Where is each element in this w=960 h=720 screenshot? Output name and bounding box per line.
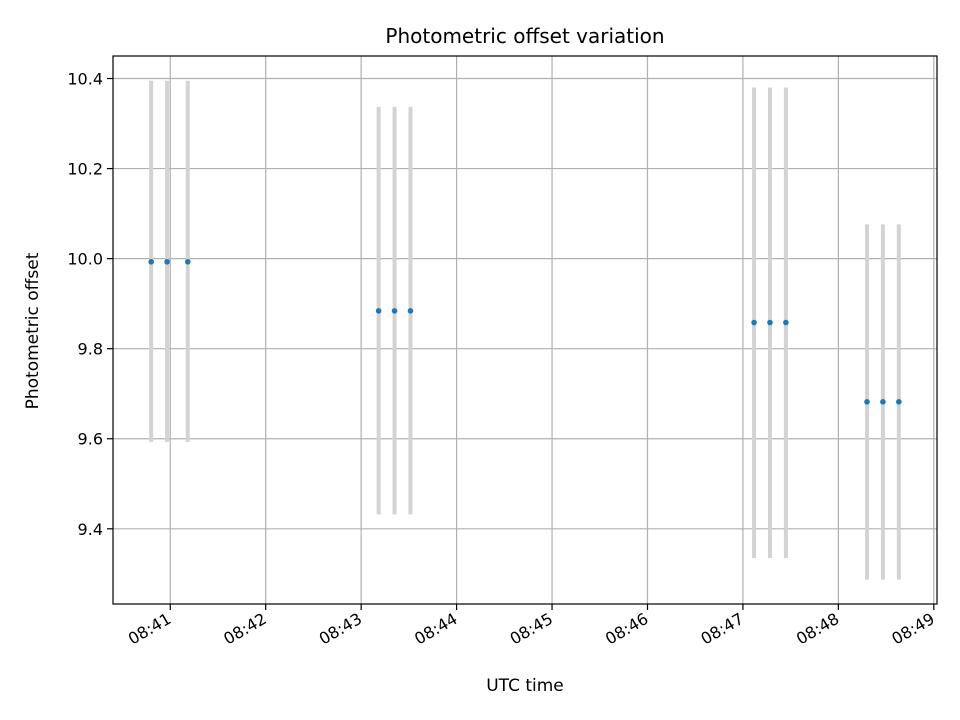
data-point (880, 399, 886, 405)
y-tick-label: 9.6 (78, 430, 103, 449)
grid-lines (113, 56, 937, 604)
chart-title: Photometric offset variation (385, 24, 664, 48)
y-tick-label: 10.0 (67, 250, 103, 269)
data-point (391, 308, 398, 314)
plot-area-frame (112, 55, 938, 605)
y-tick-label: 10.2 (67, 160, 103, 179)
data-points (148, 258, 902, 405)
x-axis-title: UTC time (486, 676, 564, 696)
y-tick-label: 9.8 (78, 340, 103, 359)
y-axis-ticks: 9.4 9.6 9.8 10.0 10.2 10.4 (67, 70, 113, 539)
data-point (407, 308, 414, 314)
data-point (375, 308, 382, 314)
y-tick-label: 9.4 (78, 520, 103, 539)
data-point (767, 319, 773, 326)
y-axis-title: Photometric offset (23, 252, 43, 409)
data-point (783, 319, 789, 326)
data-point (148, 258, 154, 265)
y-tick-label: 10.4 (67, 70, 103, 89)
data-point (864, 399, 870, 405)
data-point (184, 258, 191, 265)
data-point (751, 319, 757, 326)
data-point (164, 258, 170, 265)
data-point (896, 399, 902, 405)
